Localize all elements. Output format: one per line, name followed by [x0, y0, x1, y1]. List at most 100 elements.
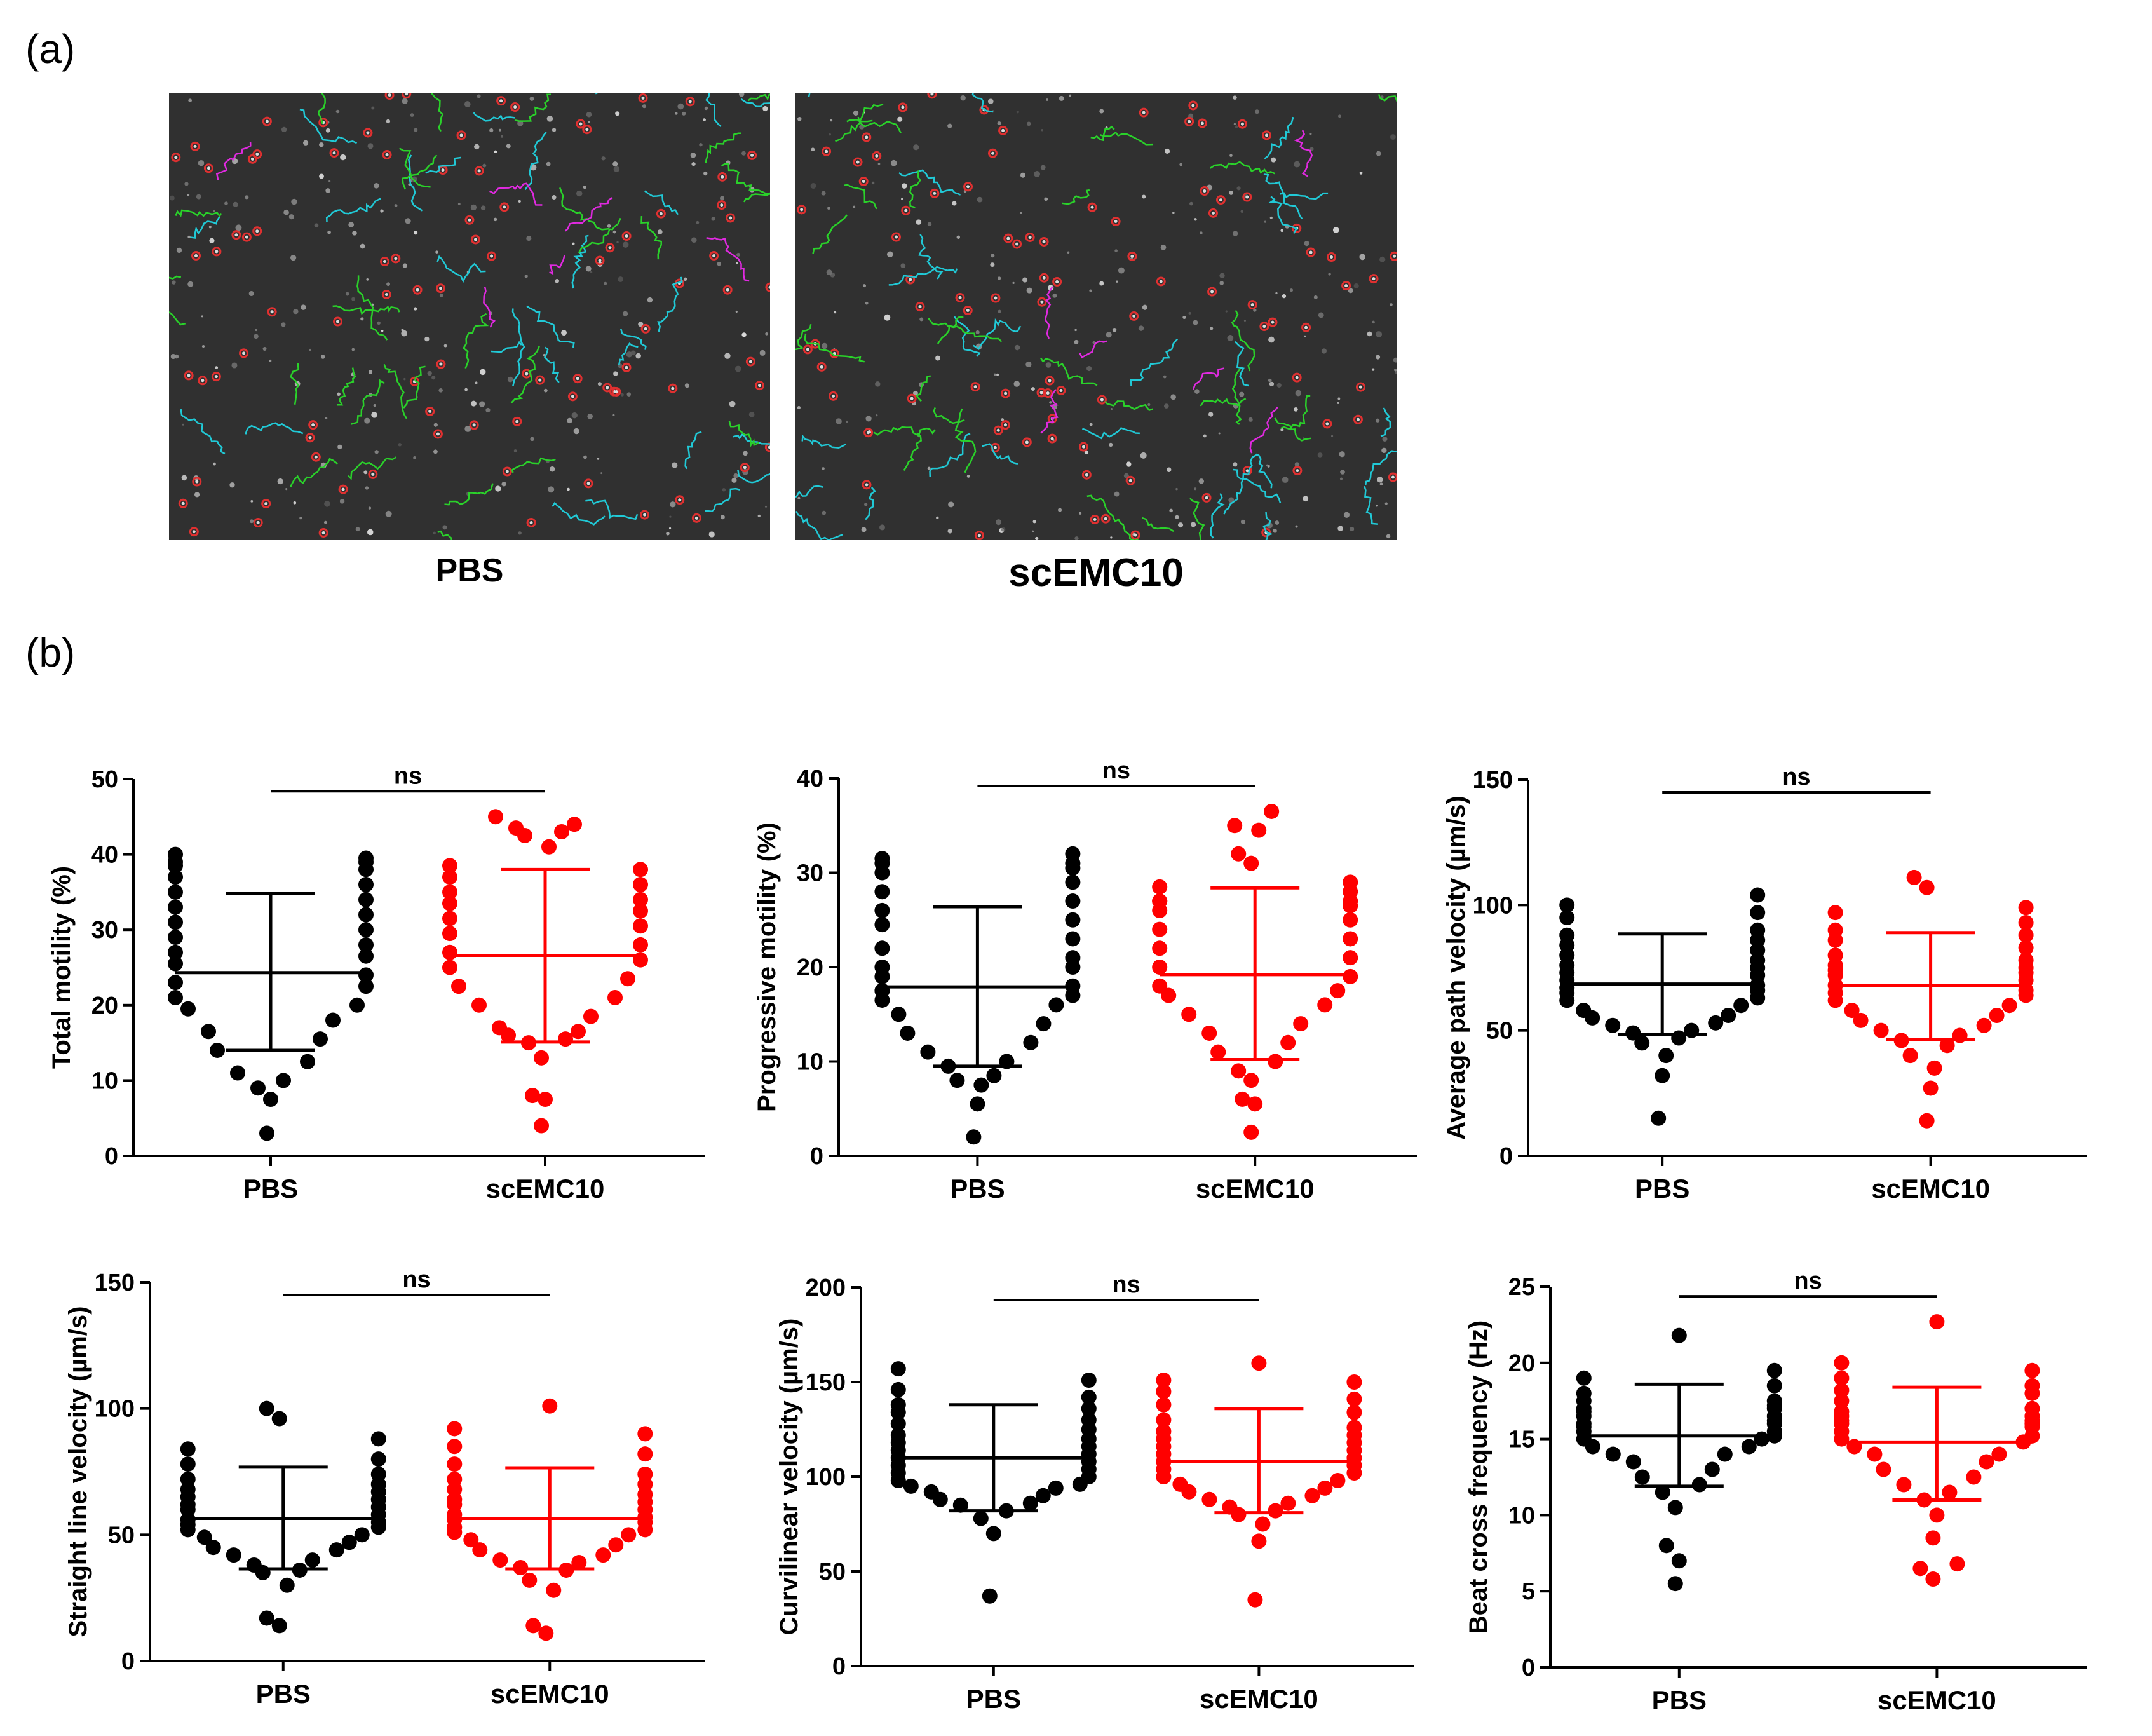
y-tick-label: 0 [1522, 1655, 1535, 1681]
data-point [973, 1077, 989, 1093]
data-point [637, 1426, 653, 1442]
data-point [328, 1542, 344, 1558]
data-point [1343, 912, 1358, 928]
y-tick-label: 100 [95, 1396, 135, 1423]
data-point [874, 940, 890, 956]
data-point [1576, 1385, 1592, 1401]
data-point [358, 937, 374, 953]
data-point [1667, 1500, 1683, 1516]
data-point [1989, 1007, 2005, 1023]
data-point [358, 948, 374, 964]
data-point [567, 817, 582, 832]
data-point [546, 1582, 562, 1598]
chart-3: 0 50 100 150 PBS scEMC10 Average path velocity… [1442, 764, 2087, 1204]
data-point [442, 895, 457, 911]
data-point [1766, 1362, 1782, 1378]
y-tick-label: 0 [832, 1653, 846, 1680]
y-tick-label: 25 [1508, 1274, 1535, 1301]
x-tick-label: scEMC10 [1196, 1174, 1315, 1204]
x-tick-label: PBS [966, 1684, 1021, 1714]
y-tick-label: 150 [1473, 767, 1513, 794]
data-point [1022, 1495, 1038, 1511]
data-point [1343, 968, 1358, 984]
x-tick-label: PBS [1652, 1685, 1707, 1715]
y-tick-label: 20 [797, 954, 823, 981]
y-tick-label: 10 [91, 1068, 118, 1094]
data-point [1651, 1110, 1667, 1126]
data-point [1919, 879, 1935, 895]
data-point [180, 1471, 196, 1487]
data-point [1949, 1556, 1965, 1572]
data-point [1827, 947, 1843, 963]
data-point [874, 960, 890, 975]
data-point [259, 1610, 274, 1626]
data-point [982, 1588, 998, 1604]
data-point [1156, 1412, 1172, 1428]
data-point [1876, 1461, 1891, 1477]
data-point [1844, 1003, 1860, 1019]
y-axis-title: Average path velocity (µm/s) [1442, 796, 1470, 1140]
data-point [1750, 905, 1766, 921]
data-point [1966, 1469, 1982, 1485]
data-point [442, 911, 457, 926]
data-point [341, 1535, 357, 1550]
data-point [1346, 1404, 1362, 1420]
data-point [595, 1547, 611, 1563]
data-point [508, 820, 524, 836]
significance-label: ns [1102, 757, 1130, 784]
data-point [1926, 1060, 1942, 1076]
data-point [180, 1441, 196, 1457]
y-tick-label: 10 [1508, 1502, 1535, 1529]
data-point [1733, 998, 1749, 1014]
x-tick-label: PBS [256, 1679, 311, 1709]
x-tick-label: scEMC10 [491, 1679, 609, 1709]
y-tick-label: 150 [95, 1270, 135, 1296]
data-point [1035, 1488, 1051, 1503]
data-point [2018, 940, 2034, 956]
data-point [463, 1532, 479, 1548]
data-point [1559, 910, 1575, 926]
data-point [370, 1431, 386, 1447]
data-point [571, 1555, 587, 1571]
data-point [1634, 1035, 1650, 1051]
data-point [538, 1625, 554, 1641]
data-point [1181, 1007, 1197, 1022]
y-tick-label: 15 [1508, 1427, 1535, 1453]
significance-label: ns [1112, 1271, 1140, 1298]
data-point [1023, 1034, 1039, 1050]
data-point [1293, 1016, 1309, 1032]
data-point [168, 930, 183, 946]
panel-b-label: (b) [25, 630, 76, 675]
data-point [890, 1427, 906, 1443]
data-point [1912, 1561, 1928, 1577]
data-point [1243, 1124, 1259, 1140]
data-point [349, 997, 365, 1013]
data-point [313, 1031, 328, 1047]
data-point [442, 960, 457, 975]
data-point [472, 1542, 488, 1558]
data-point [637, 1446, 653, 1462]
y-axis-title: Progressive motility (%) [753, 822, 781, 1112]
data-point [1625, 1454, 1641, 1470]
data-point [259, 1125, 274, 1141]
data-point [442, 858, 457, 874]
data-point [1201, 1491, 1217, 1507]
data-point [970, 1096, 985, 1112]
x-tick-label: scEMC10 [486, 1174, 605, 1204]
data-point [890, 1416, 906, 1432]
data-point [525, 1088, 540, 1104]
data-point [358, 877, 374, 893]
data-point [1929, 1507, 1945, 1523]
data-point [354, 1527, 370, 1543]
data-point [447, 1439, 463, 1455]
data-point [1834, 1404, 1850, 1420]
data-point [276, 1073, 291, 1088]
data-point [1247, 1096, 1263, 1112]
x-tick-label: PBS [950, 1174, 1005, 1204]
data-point [300, 1054, 315, 1069]
data-point [607, 989, 623, 1005]
data-point [1827, 922, 1843, 938]
data-point [358, 850, 374, 866]
data-point [1346, 1374, 1362, 1390]
